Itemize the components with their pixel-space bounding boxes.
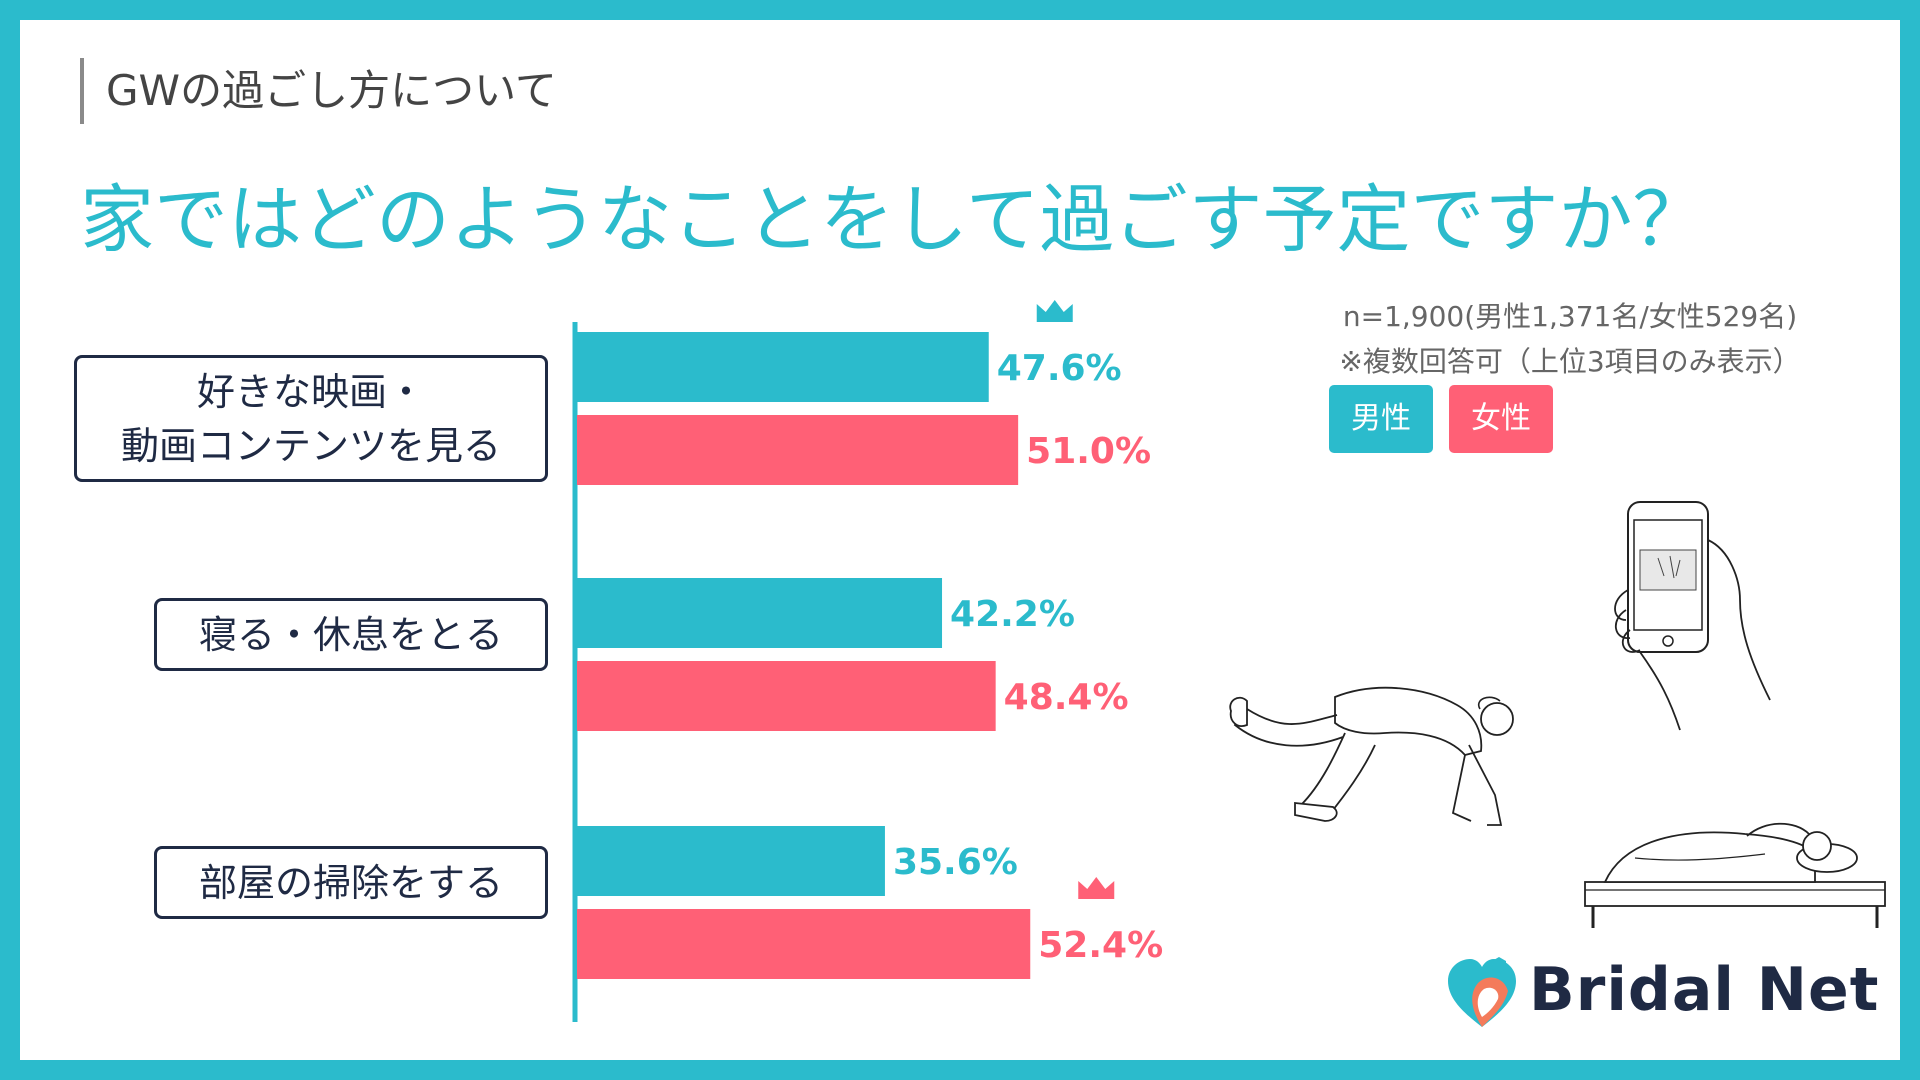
- bridal-net-logo-mark: [1448, 957, 1516, 1027]
- bar-chart: 47.6% 51.0% 42.2% 48.4% 35.6% 52.4%: [572, 300, 1163, 1022]
- legend-female: 女性: [1449, 385, 1553, 453]
- bar: [577, 578, 943, 648]
- bar-value-label: 42.2%: [950, 594, 1075, 635]
- category-label-cleaning: 部屋の掃除をする: [154, 846, 548, 919]
- category-label-text: 好きな映画・ 動画コンテンツを見る: [120, 369, 501, 468]
- bar: [577, 415, 1019, 485]
- sleeping-person-illustration: [1584, 822, 1886, 928]
- bar: [577, 332, 989, 402]
- page-title: 家ではどのようなことをして過ごす予定ですか？: [80, 177, 1707, 263]
- bar: [577, 826, 885, 896]
- bar: [577, 909, 1031, 979]
- category-label-text: 部屋の掃除をする: [198, 860, 503, 905]
- bar-value-label: 47.6%: [997, 348, 1122, 389]
- brand-logo-text: Bridal Net: [1529, 955, 1880, 1025]
- bar-value-label: 35.6%: [893, 842, 1018, 883]
- bar-value-label: 48.4%: [1004, 677, 1129, 718]
- bar-value-label: 51.0%: [1026, 431, 1151, 472]
- crown-icon: [1078, 877, 1115, 899]
- legend-male: 男性: [1329, 385, 1433, 453]
- crown-icon: [1036, 300, 1073, 322]
- multi-answer-note: ※複数回答可（上位3項目のみ表示）: [1339, 345, 1801, 378]
- bar-value-label: 52.4%: [1038, 925, 1163, 966]
- smartphone-illustration: [1614, 501, 1771, 731]
- category-label-rest: 寝る・休息をとる: [154, 598, 548, 671]
- category-label-text: 寝る・休息をとる: [198, 612, 503, 657]
- section-label: GWの過ごし方について: [80, 58, 557, 124]
- crawling-person-illustration: [1229, 686, 1514, 826]
- bar: [577, 661, 996, 731]
- sample-size-note: n=1,900(男性1,371名/女性529名): [1342, 300, 1798, 333]
- category-label-movies: 好きな映画・ 動画コンテンツを見る: [74, 355, 548, 482]
